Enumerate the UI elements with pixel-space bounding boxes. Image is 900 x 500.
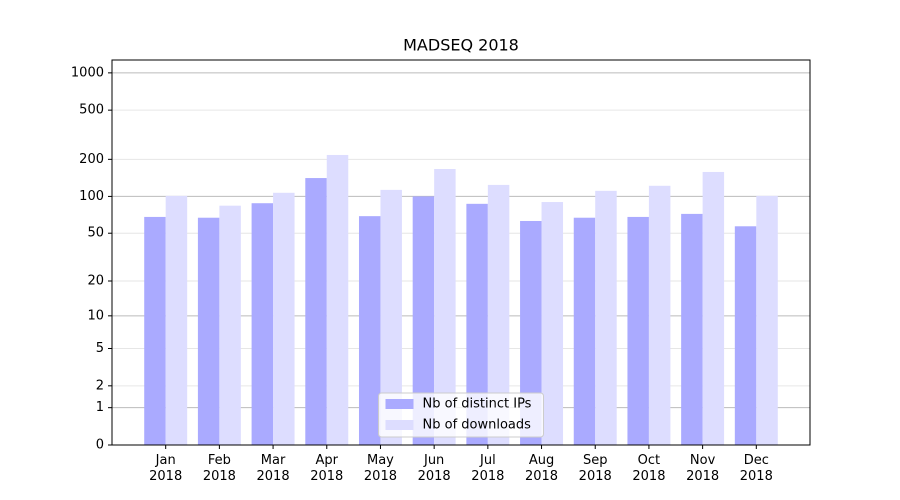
x-tick-label: Jun 2018: [417, 453, 451, 484]
bar: [197, 217, 220, 445]
bar: [358, 216, 381, 445]
bar: [541, 202, 564, 445]
bar: [681, 213, 703, 445]
y-tick-label: 10: [87, 308, 104, 323]
bar: [219, 205, 241, 445]
y-tick-label: 200: [79, 152, 104, 167]
y-tick-label: 100: [79, 189, 104, 204]
chart-title: MADSEQ 2018: [403, 36, 519, 55]
bar: [466, 203, 488, 445]
y-tick-label: 500: [79, 103, 104, 118]
bar: [734, 226, 757, 445]
bar: [756, 195, 778, 445]
y-tick-label: 5: [96, 341, 104, 356]
bar: [380, 189, 402, 445]
plot-frame: [111, 59, 811, 446]
legend-swatch: [385, 399, 414, 409]
bar: [487, 184, 510, 445]
bar: [326, 154, 349, 445]
y-tick-label: 1: [96, 400, 104, 415]
x-tick-label: Mar 2018: [256, 453, 290, 484]
bar: [573, 217, 596, 445]
legend-swatch: [385, 420, 414, 430]
bar: [305, 178, 327, 446]
legend: Nb of distinct IPs Nb of downloads: [378, 392, 544, 438]
bar: [273, 192, 295, 445]
x-tick-label: Nov 2018: [686, 453, 720, 484]
legend-label: Nb of downloads: [423, 418, 532, 433]
x-tick-label: Aug 2018: [524, 453, 559, 484]
bar: [520, 220, 542, 445]
bar: [648, 185, 671, 446]
x-tick-label: Feb 2018: [202, 453, 236, 484]
x-tick-label: Oct 2018: [632, 453, 666, 484]
y-tick-label: 20: [87, 274, 104, 289]
legend-label: Nb of distinct IPs: [423, 397, 532, 412]
y-tick-label: 0: [96, 438, 104, 453]
x-tick-label: Dec 2018: [739, 453, 773, 484]
x-tick-label: Jul 2018: [471, 453, 505, 484]
y-tick-label: 50: [87, 226, 104, 241]
y-tick-label: 2: [96, 378, 104, 393]
bar: [144, 216, 166, 445]
x-tick-label: May 2018: [363, 453, 397, 484]
bar: [251, 203, 274, 445]
bar: [165, 195, 188, 445]
bar: [702, 171, 725, 445]
bar: [595, 190, 617, 445]
bar: [627, 216, 649, 445]
x-tick-label: Sep 2018: [578, 453, 612, 484]
bar: [412, 196, 435, 445]
y-tick-label: 1000: [71, 65, 104, 80]
legend-box: [378, 392, 544, 438]
x-tick-label: Apr 2018: [310, 453, 344, 484]
bar: [434, 169, 456, 445]
x-tick-label: Jan 2018: [149, 453, 183, 484]
